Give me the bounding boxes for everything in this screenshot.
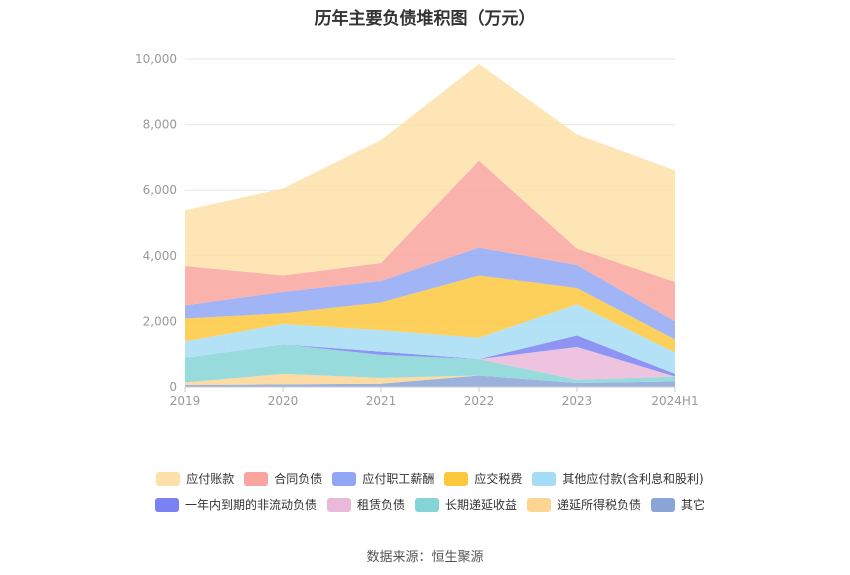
x-tick-label: 2024H1 xyxy=(651,394,698,408)
x-tick-label: 2023 xyxy=(562,394,593,408)
legend-row: 一年内到期的非流动负债 租赁负债 长期递延收益 递延所得税负债 其它 xyxy=(140,496,720,513)
area-series-4 xyxy=(185,335,675,377)
x-tick-label: 2020 xyxy=(268,394,299,408)
area-series-5 xyxy=(185,304,675,374)
legend-label: 递延所得税负债 xyxy=(557,498,642,512)
legend-label: 应付账款 xyxy=(186,472,235,486)
y-tick-label: 4,000 xyxy=(143,249,177,263)
area-series-8 xyxy=(185,160,675,322)
legend-label: 应交税费 xyxy=(474,472,523,486)
area-series-7 xyxy=(185,247,675,340)
legend-item[interactable]: 合同负债 xyxy=(244,470,322,487)
legend-label: 其他应付款(含利息和股利) xyxy=(562,472,704,486)
x-tick-label: 2022 xyxy=(464,394,495,408)
legend-swatch xyxy=(156,471,181,486)
legend-swatch xyxy=(532,471,557,486)
legend-swatch xyxy=(154,497,179,512)
legend-item[interactable]: 应付账款 xyxy=(156,470,234,487)
legend-swatch xyxy=(244,471,269,486)
legend-item[interactable]: 长期递延收益 xyxy=(414,496,517,513)
legend-swatch xyxy=(651,497,676,512)
legend-label: 其它 xyxy=(681,498,706,512)
legend-swatch xyxy=(332,471,357,486)
y-tick-label: 0 xyxy=(169,380,177,394)
legend-label: 应付职工薪酬 xyxy=(362,472,435,486)
chart-title: 历年主要负债堆积图（万元） xyxy=(314,9,536,29)
legend-item[interactable]: 其他应付款(含利息和股利) xyxy=(532,470,704,487)
legend: 应付账款 合同负债 应付职工薪酬 应交税费 其他应付款(含利息和股利) 一年内到期的非流动… xyxy=(140,470,720,522)
legend-item[interactable]: 应付职工薪酬 xyxy=(332,470,434,487)
legend-row: 应付账款 合同负债 应付职工薪酬 应交税费 其他应付款(含利息和股利) xyxy=(140,470,720,487)
axes: 0 2,000 4,000 6,000 8,000 10,000 2019 2020 2021 2… xyxy=(135,52,699,408)
legend-label: 长期递延收益 xyxy=(444,498,517,512)
legend-item[interactable]: 递延所得税负债 xyxy=(527,496,641,513)
source-text: 数据来源：恒生聚源 xyxy=(366,550,484,565)
y-tick-label: 2,000 xyxy=(143,314,177,328)
legend-swatch xyxy=(444,471,469,486)
area-series-3 xyxy=(185,344,675,380)
y-tick-label: 8,000 xyxy=(143,118,177,132)
area-series-6 xyxy=(185,275,675,353)
x-tick-label: 2019 xyxy=(170,394,201,408)
legend-swatch xyxy=(326,497,351,512)
legend-item[interactable]: 其它 xyxy=(651,496,705,513)
legend-swatch xyxy=(414,497,439,512)
legend-label: 一年内到期的非流动负债 xyxy=(184,498,317,512)
legend-swatch xyxy=(527,497,551,512)
area-series-2 xyxy=(185,344,675,384)
legend-label: 租赁负债 xyxy=(356,498,405,512)
x-tick-label: 2021 xyxy=(366,394,397,408)
y-tick-label: 10,000 xyxy=(135,52,177,66)
area-series-9 xyxy=(185,63,675,283)
area-series xyxy=(185,63,675,387)
y-tick-label: 6,000 xyxy=(143,183,177,197)
area-series-0 xyxy=(185,375,675,387)
legend-label: 合同负债 xyxy=(274,472,323,486)
legend-item[interactable]: 租赁负债 xyxy=(326,496,405,513)
legend-item[interactable]: 一年内到期的非流动负债 xyxy=(154,496,317,513)
area-series-1 xyxy=(185,373,675,386)
legend-item[interactable]: 应交税费 xyxy=(444,470,522,487)
